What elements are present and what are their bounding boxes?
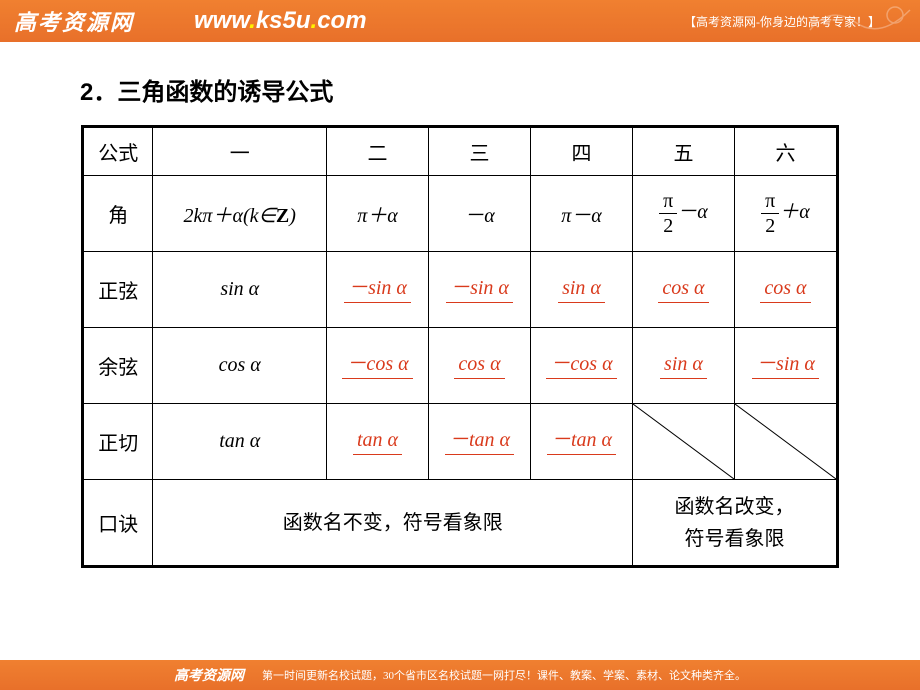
footer-text: 第一时间更新名校试题，30个省市区名校试题一网打尽！课件、教案、学案、素材、论文… <box>262 667 746 683</box>
sin-6: cos α <box>734 252 836 328</box>
angle5-tail: －α <box>677 201 708 223</box>
row-mnemonic: 口诀 函数名不变，符号看象限 函数名改变， 符号看象限 <box>84 480 837 566</box>
cos-4: －cos α <box>531 328 633 404</box>
tan-5-na <box>632 404 734 480</box>
header-logo: 高考资源网 <box>0 5 134 37</box>
content-area: 2．三角函数的诱导公式 公式 一 二 三 四 五 六 角 2kπ＋α(k∈Z) … <box>0 42 920 568</box>
url-suffix: com <box>317 7 366 34</box>
hdr-1: 一 <box>153 128 327 176</box>
label-sin: 正弦 <box>84 252 153 328</box>
row-angle: 角 2kπ＋α(k∈Z) π＋α －α π－α π2－α π2＋α <box>84 176 837 252</box>
angle6-num: π <box>761 191 779 214</box>
hdr-4: 四 <box>531 128 633 176</box>
footer-bar: 高考资源网 第一时间更新名校试题，30个省市区名校试题一网打尽！课件、教案、学案… <box>0 660 920 690</box>
angle-5: π2－α <box>632 176 734 252</box>
sin-2: －sin α <box>327 252 429 328</box>
sin-3: －sin α <box>429 252 531 328</box>
url-mid: ks5u <box>256 7 311 34</box>
hdr-5: 五 <box>632 128 734 176</box>
url-prefix: www <box>194 7 249 34</box>
angle-1: 2kπ＋α(k∈Z) <box>153 176 327 252</box>
mnemonic-left: 函数名不变，符号看象限 <box>153 480 633 566</box>
sin-5: cos α <box>632 252 734 328</box>
cos-2: －cos α <box>327 328 429 404</box>
label-tan: 正切 <box>84 404 153 480</box>
label-mnemonic: 口诀 <box>84 480 153 566</box>
label-angle: 角 <box>84 176 153 252</box>
tan-4: －tan α <box>531 404 633 480</box>
header-url: www.ks5u.com <box>194 7 367 35</box>
hdr-3: 三 <box>429 128 531 176</box>
cos-3: cos α <box>429 328 531 404</box>
row-cos: 余弦 cos α －cos α cos α －cos α sin α －sin … <box>84 328 837 404</box>
tan-6-na <box>734 404 836 480</box>
section-title: 2．三角函数的诱导公式 <box>80 72 860 107</box>
hdr-2: 二 <box>327 128 429 176</box>
cos-5: sin α <box>632 328 734 404</box>
footer-logo: 高考资源网 <box>174 665 244 685</box>
angle5-den: 2 <box>659 214 677 236</box>
tan-2: tan α <box>327 404 429 480</box>
hdr-6: 六 <box>734 128 836 176</box>
cos-6: －sin α <box>734 328 836 404</box>
tan-3: －tan α <box>429 404 531 480</box>
cos-1: cos α <box>153 328 327 404</box>
angle-4: π－α <box>531 176 633 252</box>
header-swirl-decoration <box>800 0 920 42</box>
tan-1: tan α <box>153 404 327 480</box>
sin-1: sin α <box>153 252 327 328</box>
row-tan: 正切 tan α tan α －tan α －tan α <box>84 404 837 480</box>
mnemonic-right: 函数名改变， 符号看象限 <box>632 480 836 566</box>
angle6-den: 2 <box>761 214 779 236</box>
angle-2: π＋α <box>327 176 429 252</box>
sin-4: sin α <box>531 252 633 328</box>
angle-6: π2＋α <box>734 176 836 252</box>
label-cos: 余弦 <box>84 328 153 404</box>
angle5-num: π <box>659 191 677 214</box>
url-dot-1: . <box>249 7 256 34</box>
formula-table-wrap: 公式 一 二 三 四 五 六 角 2kπ＋α(k∈Z) π＋α －α π－α π… <box>81 125 839 568</box>
header-bar: 高考资源网 www.ks5u.com 【高考资源网-你身边的高考专家！】 <box>0 0 920 42</box>
hdr-label: 公式 <box>84 128 153 176</box>
table-header-row: 公式 一 二 三 四 五 六 <box>84 128 837 176</box>
angle-3: －α <box>429 176 531 252</box>
angle6-tail: ＋α <box>779 201 810 223</box>
formula-table: 公式 一 二 三 四 五 六 角 2kπ＋α(k∈Z) π＋α －α π－α π… <box>83 127 837 566</box>
row-sin: 正弦 sin α －sin α －sin α sin α cos α cos α <box>84 252 837 328</box>
